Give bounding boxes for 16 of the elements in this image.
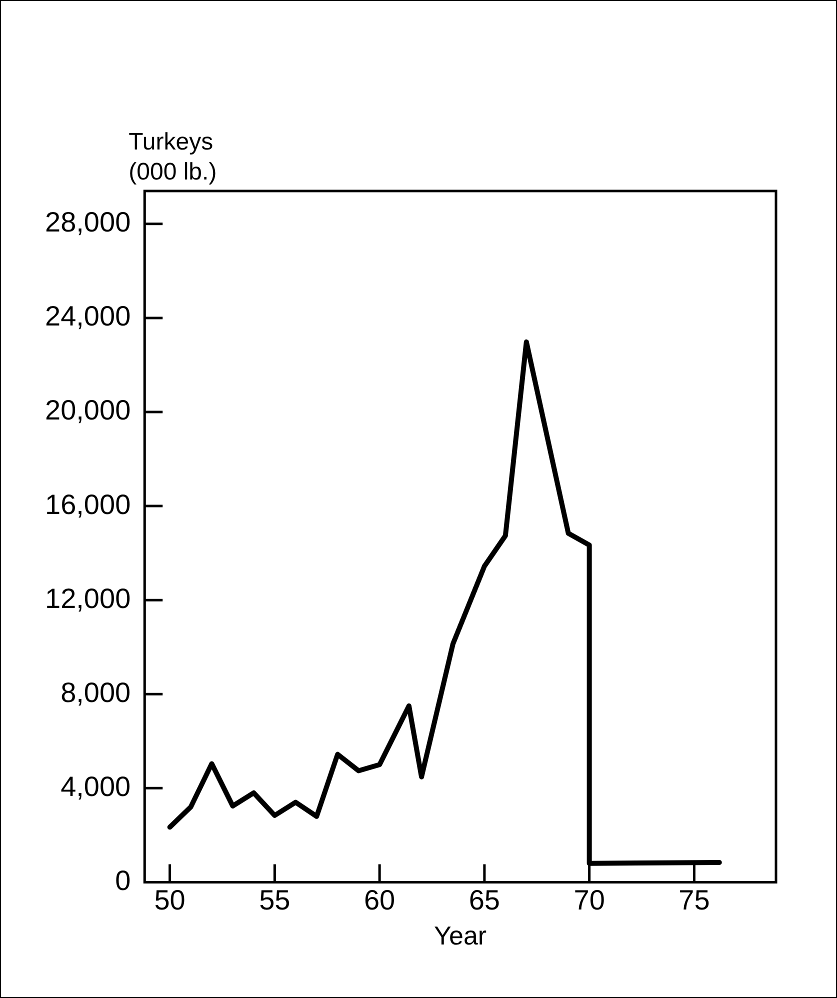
y-tick-label: 20,000 — [45, 394, 131, 426]
y-tick-label: 28,000 — [45, 206, 131, 238]
y-tick-label: 0 — [115, 864, 131, 896]
x-tick-label: 55 — [259, 884, 290, 916]
y-tick-label: 16,000 — [45, 488, 131, 520]
y-axis-title: Turkeys (000 lb.) — [128, 128, 217, 186]
x-tick-label: 75 — [678, 884, 710, 916]
y-tick-label: 4,000 — [60, 770, 131, 802]
x-axis-title: Year — [434, 920, 487, 951]
x-tick-label: 60 — [364, 884, 396, 916]
x-tick-label: 70 — [574, 884, 605, 916]
x-tick-label: 65 — [468, 884, 500, 916]
x-tick-label: 50 — [154, 884, 186, 916]
y-tick-label: 12,000 — [45, 582, 131, 614]
y-tick-label: 8,000 — [60, 676, 131, 708]
y-tick-label: 24,000 — [45, 300, 131, 332]
